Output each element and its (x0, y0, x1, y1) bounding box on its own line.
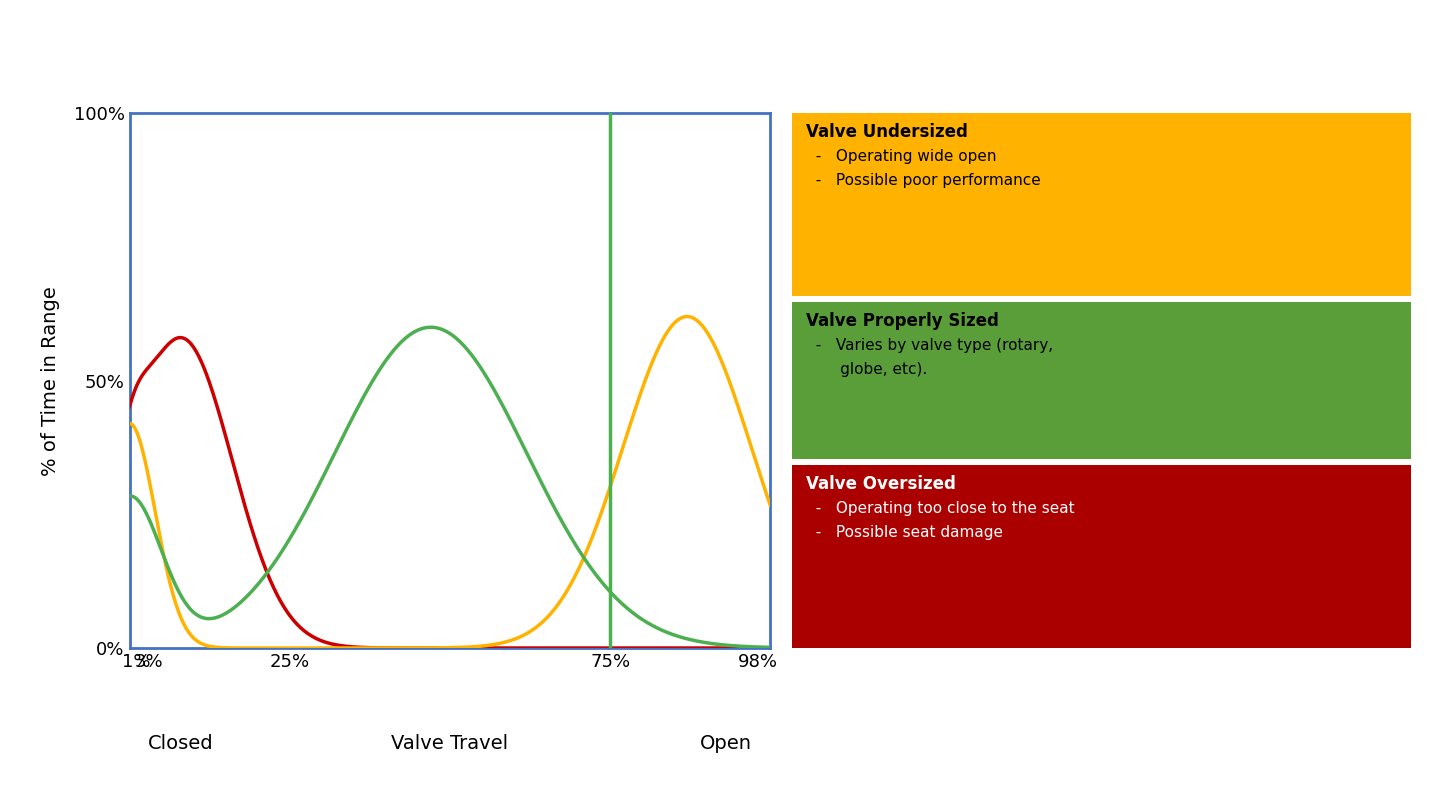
Text: -   Possible seat damage: - Possible seat damage (806, 526, 1004, 540)
Text: Open: Open (700, 734, 752, 752)
Text: Valve Properly Sized: Valve Properly Sized (806, 312, 999, 330)
Text: -   Operating wide open: - Operating wide open (806, 149, 996, 164)
Text: Valve Undersized: Valve Undersized (806, 123, 968, 141)
Text: Closed: Closed (148, 734, 213, 752)
Text: -   Varies by valve type (rotary,: - Varies by valve type (rotary, (806, 338, 1054, 353)
Text: Valve Travel: Valve Travel (392, 734, 508, 752)
Y-axis label: % of Time in Range: % of Time in Range (40, 286, 60, 475)
Text: Valve Oversized: Valve Oversized (806, 475, 956, 493)
Text: -   Possible poor performance: - Possible poor performance (806, 173, 1041, 189)
Text: globe, etc).: globe, etc). (806, 362, 927, 377)
Text: -   Operating too close to the seat: - Operating too close to the seat (806, 501, 1076, 516)
